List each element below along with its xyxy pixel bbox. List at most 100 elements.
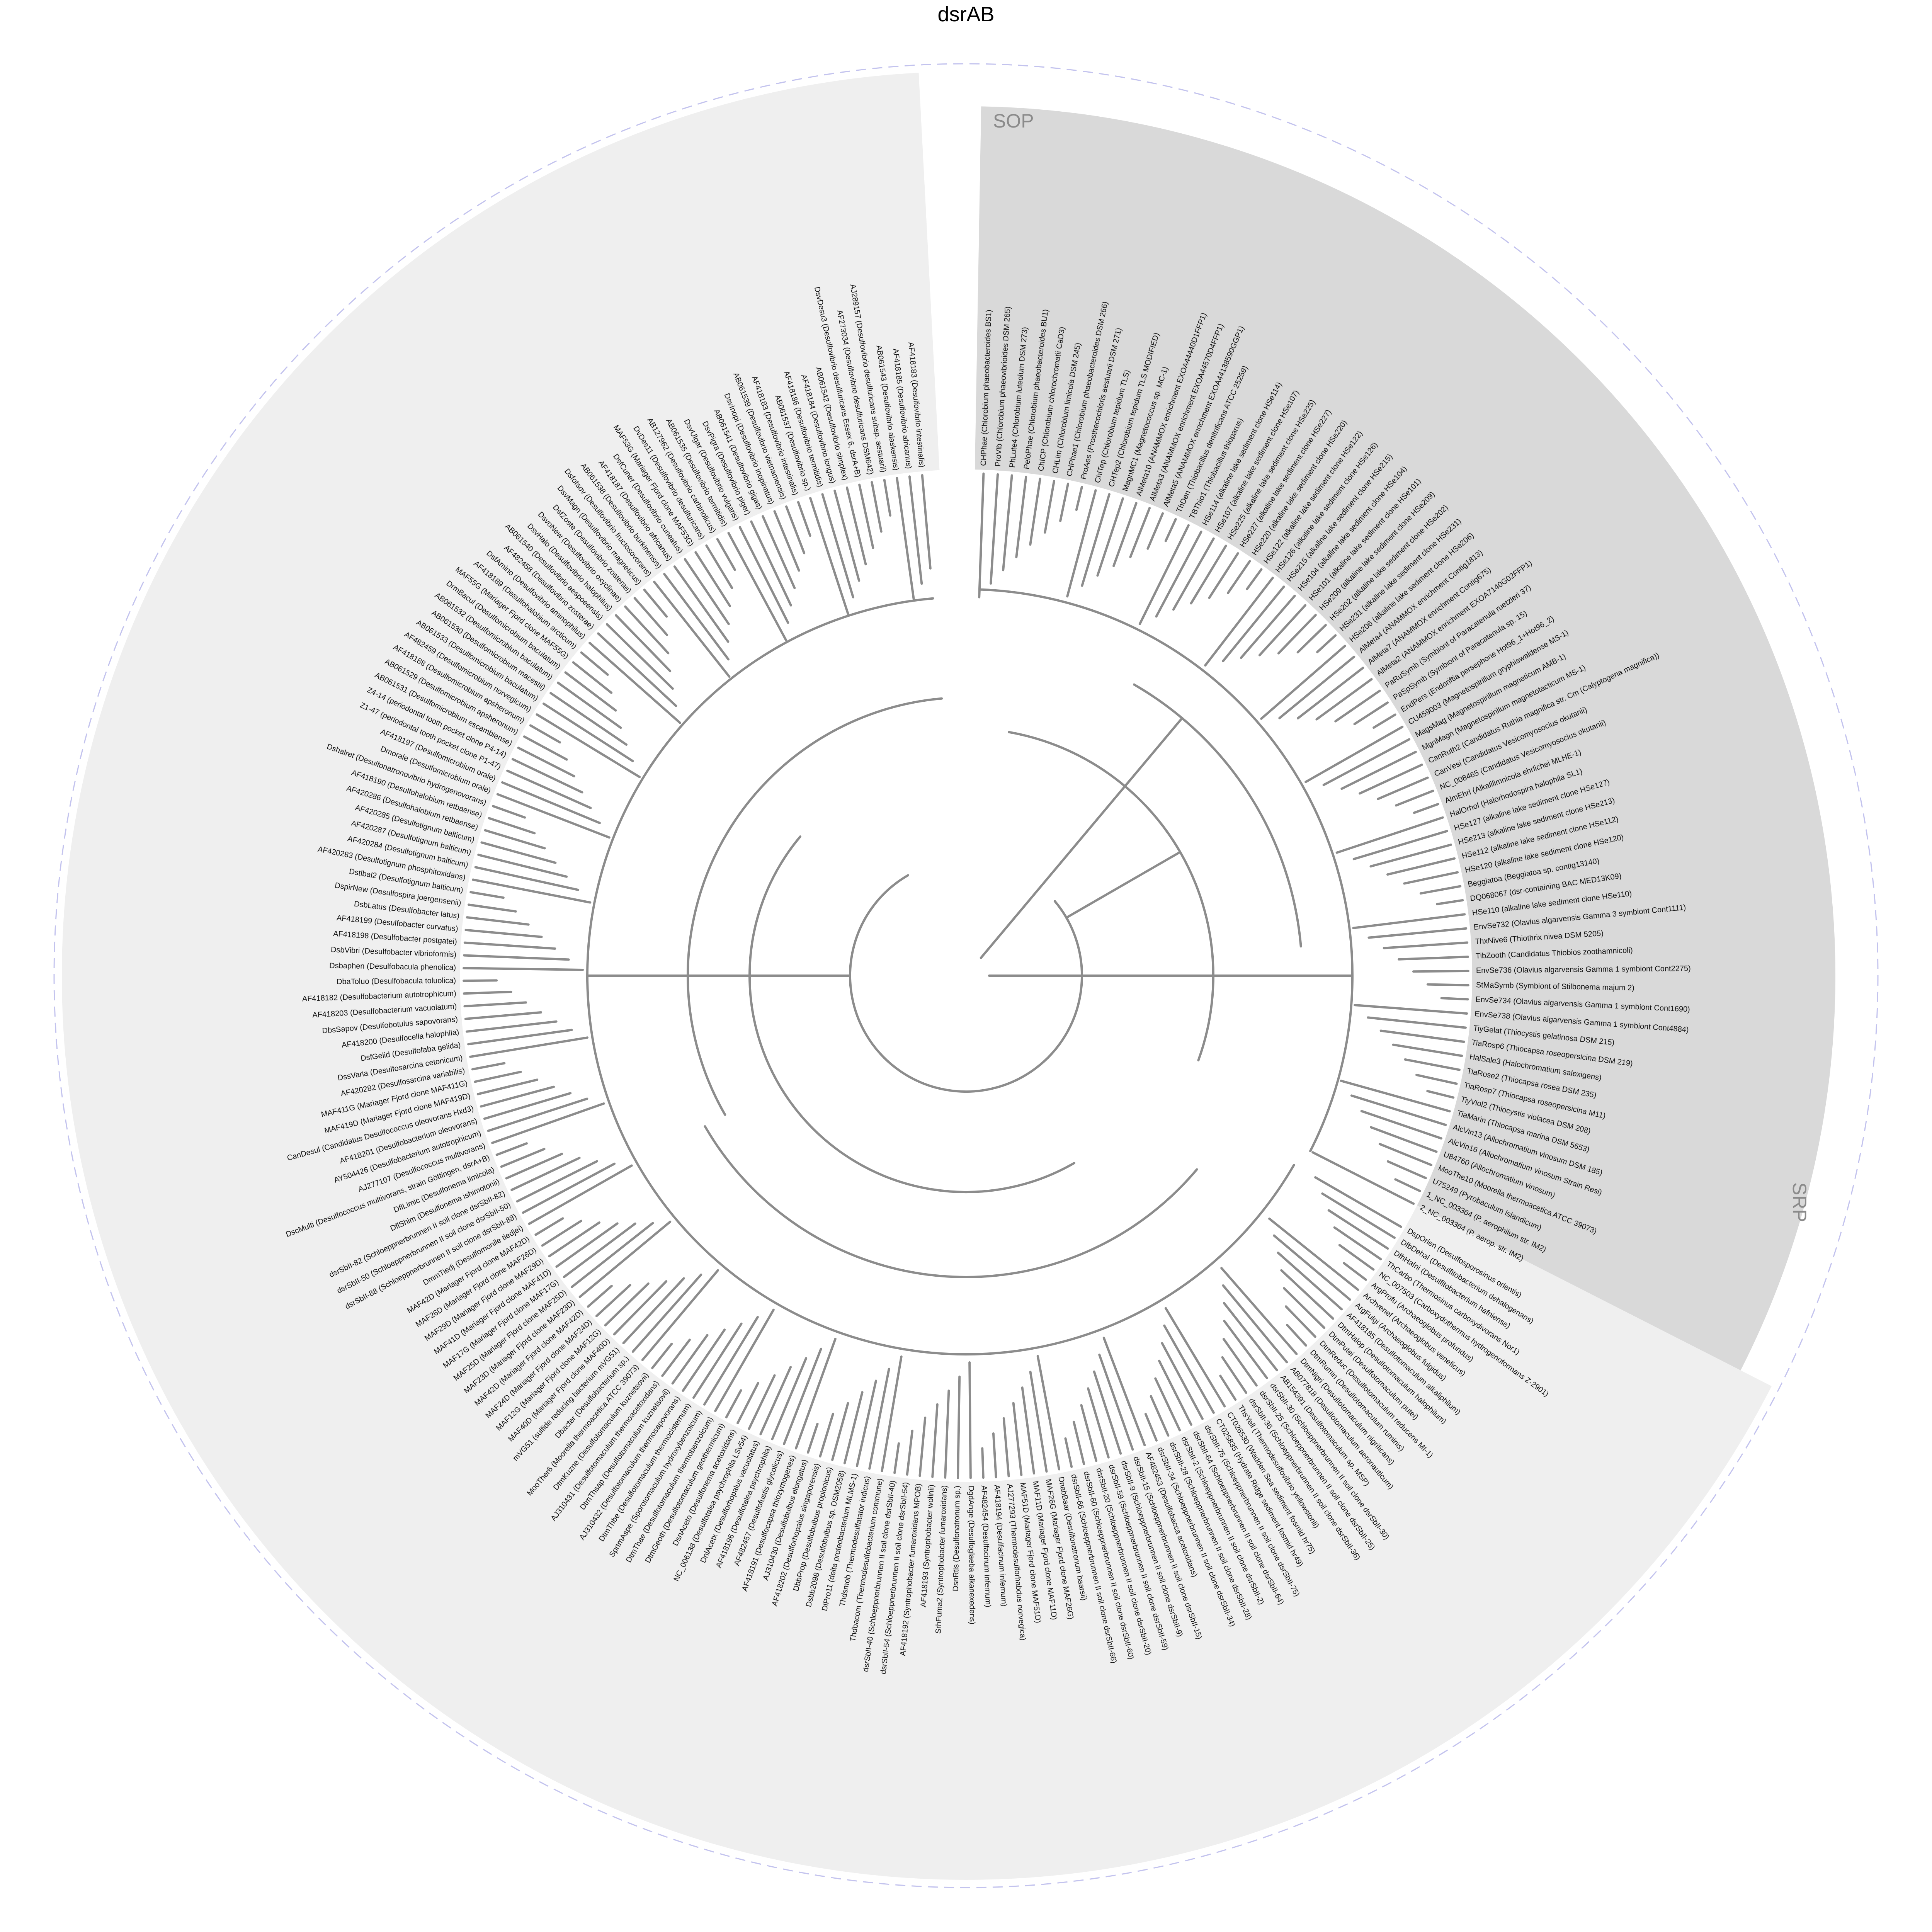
leaf-branch bbox=[580, 651, 609, 676]
leaf-branch bbox=[1059, 483, 1069, 522]
leaf-branch bbox=[1002, 474, 1013, 571]
tree-branches bbox=[463, 472, 1469, 1479]
leaf-branch bbox=[1367, 927, 1468, 939]
leaf-branch bbox=[1392, 1043, 1463, 1057]
leaf-branch bbox=[1163, 1324, 1215, 1414]
leaf-branch bbox=[1352, 830, 1448, 861]
leaf-branch bbox=[1278, 655, 1355, 719]
leaf-branch bbox=[463, 990, 512, 995]
leaf-branch bbox=[671, 1334, 709, 1385]
leaf-branch bbox=[563, 1222, 636, 1278]
leaf-branch bbox=[464, 1011, 543, 1020]
leaf-branch bbox=[1350, 1094, 1447, 1126]
leaf-branch bbox=[1080, 1404, 1098, 1462]
leaf-branch bbox=[464, 929, 543, 938]
leaf-branch bbox=[1367, 1016, 1467, 1029]
leaf-branch bbox=[738, 526, 789, 624]
leaf-branch bbox=[1286, 1324, 1307, 1347]
leaf-branch bbox=[463, 979, 498, 982]
leaf-branch bbox=[1240, 595, 1296, 659]
leaf-branch bbox=[643, 588, 668, 618]
leaf-branch bbox=[1353, 701, 1389, 725]
leaf-branch bbox=[653, 580, 731, 678]
leaf-branch bbox=[1327, 1209, 1389, 1250]
leaf-branch bbox=[463, 1001, 527, 1008]
leaf-branch bbox=[1221, 1356, 1247, 1394]
leaf-branch bbox=[529, 724, 561, 744]
leaf-branch bbox=[1338, 1244, 1375, 1271]
internal-branch bbox=[748, 835, 1075, 1193]
leaf-branch bbox=[1354, 1004, 1468, 1015]
leaf-branch bbox=[1316, 634, 1337, 653]
leaf-branch bbox=[624, 605, 670, 655]
leaf-branch bbox=[1075, 486, 1083, 511]
leaf-branch bbox=[1352, 913, 1466, 929]
leaf-branch bbox=[1222, 585, 1285, 663]
leaf-branch bbox=[819, 1412, 834, 1458]
leaf-branch bbox=[881, 1355, 903, 1472]
leaf-branch bbox=[523, 735, 568, 761]
leaf-branch bbox=[604, 1282, 650, 1327]
leaf-branch bbox=[831, 1402, 849, 1461]
leaf-branch bbox=[1343, 1262, 1367, 1281]
leaf-branch bbox=[466, 1020, 558, 1033]
leaf-branch bbox=[1146, 512, 1164, 550]
leaf-branch bbox=[651, 1342, 673, 1369]
leaf-branch bbox=[1426, 1090, 1455, 1099]
leaf-branch bbox=[968, 1361, 972, 1479]
leaf-branch bbox=[463, 941, 556, 950]
leaf-branch bbox=[1360, 1110, 1442, 1140]
leaf-branch bbox=[597, 632, 677, 707]
leaf-branch bbox=[750, 520, 792, 607]
leaf-branch bbox=[978, 472, 985, 599]
leaf-branch bbox=[957, 1375, 961, 1479]
leaf-branch bbox=[692, 1322, 743, 1399]
internal-branch bbox=[980, 717, 1184, 959]
leaf-branch bbox=[1394, 1178, 1421, 1192]
leaf-branch bbox=[1223, 1320, 1268, 1379]
leaf-branch bbox=[673, 565, 730, 643]
leaf-branch bbox=[1081, 493, 1111, 587]
leaf-branch bbox=[1029, 478, 1041, 546]
leaf-branch bbox=[1036, 1355, 1060, 1471]
leaf-branch bbox=[809, 497, 849, 615]
leaf-branch bbox=[1066, 489, 1097, 598]
leaf-branch bbox=[463, 967, 584, 971]
leaf-branch bbox=[868, 1367, 890, 1470]
leaf-branch bbox=[773, 510, 800, 572]
leaf-branch bbox=[506, 769, 592, 809]
srp-sector bbox=[61, 73, 1772, 1880]
leaf-branch bbox=[467, 1029, 573, 1046]
leaf-label: DsnRtis (Desulfonatronum sp.) bbox=[952, 1486, 962, 1592]
clade-label-srp: SRP bbox=[1789, 1182, 1810, 1222]
leaf-branch bbox=[516, 1160, 598, 1203]
leaf-branch bbox=[1260, 645, 1346, 720]
clade-sectors bbox=[61, 73, 1835, 1880]
leaf-branch bbox=[496, 793, 611, 839]
leaf-branch bbox=[472, 878, 592, 904]
leaf-branch bbox=[1440, 997, 1469, 1001]
leaf-branch bbox=[1280, 1269, 1334, 1320]
leaf-branch bbox=[613, 1280, 668, 1336]
leaf-branch bbox=[492, 805, 526, 819]
leaf-branch bbox=[480, 1085, 555, 1108]
leaf-branch bbox=[1172, 537, 1215, 611]
leaf-branch bbox=[1015, 476, 1027, 558]
leaf-branch bbox=[595, 1284, 631, 1317]
leaf-branch bbox=[1383, 941, 1469, 949]
leaf-branch bbox=[725, 1389, 742, 1418]
leaf-branch bbox=[491, 1102, 605, 1144]
leaf-branch bbox=[1311, 1151, 1415, 1205]
leaf-branch bbox=[1304, 726, 1404, 783]
leaf-branch bbox=[846, 486, 867, 566]
leaf-branch bbox=[1129, 507, 1151, 558]
leaf-branch bbox=[931, 1403, 939, 1478]
leaf-branch bbox=[716, 538, 736, 571]
leaf-label: Dsbaphen (Desulfobacula phenolica) bbox=[329, 961, 456, 972]
leaf-branch bbox=[543, 702, 634, 762]
leaf-branch bbox=[703, 1316, 759, 1406]
leaf-branch bbox=[1246, 568, 1263, 590]
leaf-branch bbox=[1044, 480, 1055, 534]
leaf-branch bbox=[1155, 531, 1202, 618]
leaf-branch bbox=[541, 1219, 582, 1247]
